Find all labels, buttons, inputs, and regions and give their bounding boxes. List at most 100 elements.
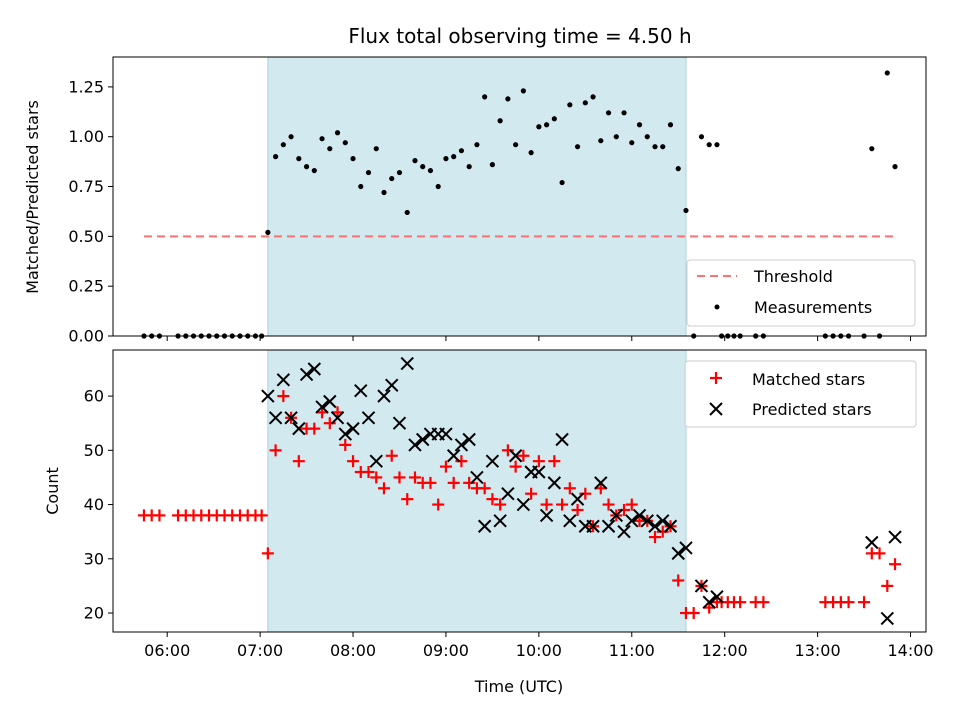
predicted-star-point bbox=[330, 411, 345, 425]
predicted-star-point bbox=[346, 421, 360, 436]
predicted-star-point bbox=[656, 514, 670, 528]
predicted-star-point bbox=[392, 416, 407, 430]
predicted-star-point bbox=[555, 432, 569, 447]
measurement-point bbox=[396, 169, 403, 176]
matched-star-point bbox=[858, 596, 871, 609]
matched-star-point bbox=[378, 482, 390, 495]
matched-star-point bbox=[401, 493, 414, 506]
matched-star-point bbox=[889, 558, 902, 571]
matched-star-point bbox=[323, 417, 336, 430]
measurement-point bbox=[381, 189, 387, 196]
measurement-point bbox=[605, 110, 612, 116]
matched-star-point bbox=[757, 596, 770, 609]
top-y-axis-label: Matched/Predicted stars bbox=[23, 100, 42, 294]
measurement-point bbox=[892, 164, 898, 170]
x-tick-label: 08:00 bbox=[330, 641, 376, 660]
predicted-star-point bbox=[416, 432, 430, 447]
legend-predicted-label: Predicted stars bbox=[752, 400, 872, 419]
predicted-star-point bbox=[477, 519, 492, 533]
matched-star-point bbox=[556, 498, 569, 511]
y-tick-label: 50 bbox=[84, 441, 104, 460]
measurement-point bbox=[451, 154, 457, 160]
y-tick-label: 0.75 bbox=[68, 177, 104, 196]
predicted-star-point bbox=[493, 514, 507, 528]
legend-measurement-swatch bbox=[714, 304, 720, 310]
measurement-point bbox=[358, 183, 364, 190]
y-tick-label: 0.00 bbox=[68, 327, 104, 346]
predicted-star-point bbox=[323, 394, 337, 409]
predicted-star-point bbox=[315, 400, 329, 414]
matched-star-point bbox=[439, 460, 452, 473]
predicted-star-point bbox=[400, 356, 414, 371]
count-points bbox=[137, 356, 902, 626]
measurement-point bbox=[706, 142, 712, 148]
measurement-point bbox=[427, 167, 434, 174]
measurement-point bbox=[420, 164, 426, 170]
matched-star-point bbox=[509, 460, 522, 473]
predicted-star-point bbox=[307, 362, 322, 376]
measurement-point bbox=[319, 136, 325, 142]
predicted-star-point bbox=[292, 421, 306, 436]
predicted-star-point bbox=[865, 535, 879, 550]
measurement-point bbox=[327, 146, 333, 152]
matched-star-point bbox=[548, 455, 561, 468]
y-tick-label: 1.00 bbox=[68, 127, 104, 146]
x-tick-label: 10:00 bbox=[516, 641, 562, 660]
predicted-star-point bbox=[617, 524, 631, 539]
x-tick-label: 14:00 bbox=[887, 641, 933, 660]
predicted-star-point bbox=[888, 530, 902, 544]
matched-star-point bbox=[455, 455, 468, 468]
predicted-star-point bbox=[663, 519, 678, 533]
measurement-point bbox=[443, 156, 449, 162]
matched-star-point bbox=[625, 498, 638, 511]
top-legend: Threshold Measurements bbox=[686, 259, 916, 327]
x-tick-label: 06:00 bbox=[144, 641, 190, 660]
matched-star-point bbox=[656, 525, 669, 538]
measurement-point bbox=[869, 146, 875, 152]
matched-star-point bbox=[734, 596, 747, 609]
measurement-point bbox=[559, 179, 565, 186]
measurement-point bbox=[528, 150, 534, 156]
measurement-point bbox=[613, 134, 619, 140]
bottom-legend: Matched stars Predicted stars bbox=[684, 360, 917, 428]
measurement-point bbox=[536, 124, 542, 130]
measurement-point bbox=[598, 138, 604, 144]
x-tick-label: 11:00 bbox=[609, 641, 655, 660]
predicted-star-point bbox=[470, 470, 484, 485]
top-plot-frame bbox=[112, 56, 927, 337]
matched-star-point bbox=[255, 509, 268, 522]
matched-star-point bbox=[478, 482, 491, 495]
measurement-point bbox=[675, 166, 681, 172]
matched-star-point bbox=[316, 406, 329, 419]
y-tick-label: 20 bbox=[84, 604, 104, 623]
predicted-star-point bbox=[532, 465, 546, 479]
matched-star-point bbox=[881, 579, 894, 592]
matched-star-point bbox=[347, 455, 360, 468]
x-tick-label: 09:00 bbox=[423, 641, 469, 660]
matched-star-point bbox=[463, 476, 476, 489]
matched-star-point bbox=[494, 498, 507, 511]
matched-star-point bbox=[873, 547, 886, 560]
predicted-star-point bbox=[385, 378, 399, 392]
predicted-star-point bbox=[679, 541, 693, 555]
measurement-point bbox=[551, 116, 557, 122]
predicted-star-point bbox=[710, 590, 724, 604]
matched-star-point bbox=[602, 498, 615, 511]
predicted-star-point bbox=[276, 373, 291, 387]
matched-star-point bbox=[703, 601, 716, 614]
legend-matched-label: Matched stars bbox=[752, 370, 865, 389]
predicted-star-point bbox=[338, 427, 352, 441]
predicted-star-point bbox=[408, 438, 422, 452]
x-tick-label: 13:00 bbox=[795, 641, 841, 660]
predicted-star-point bbox=[586, 519, 600, 533]
measurement-point bbox=[513, 142, 519, 148]
predicted-star-point bbox=[446, 449, 461, 463]
measurement-point bbox=[303, 164, 310, 170]
y-tick-label: 0.25 bbox=[68, 277, 104, 296]
predicted-star-point bbox=[625, 514, 639, 528]
matched-star-point bbox=[408, 471, 421, 484]
measurement-point bbox=[652, 144, 658, 150]
predicted-star-point bbox=[454, 438, 469, 452]
predicted-star-point bbox=[694, 579, 709, 593]
